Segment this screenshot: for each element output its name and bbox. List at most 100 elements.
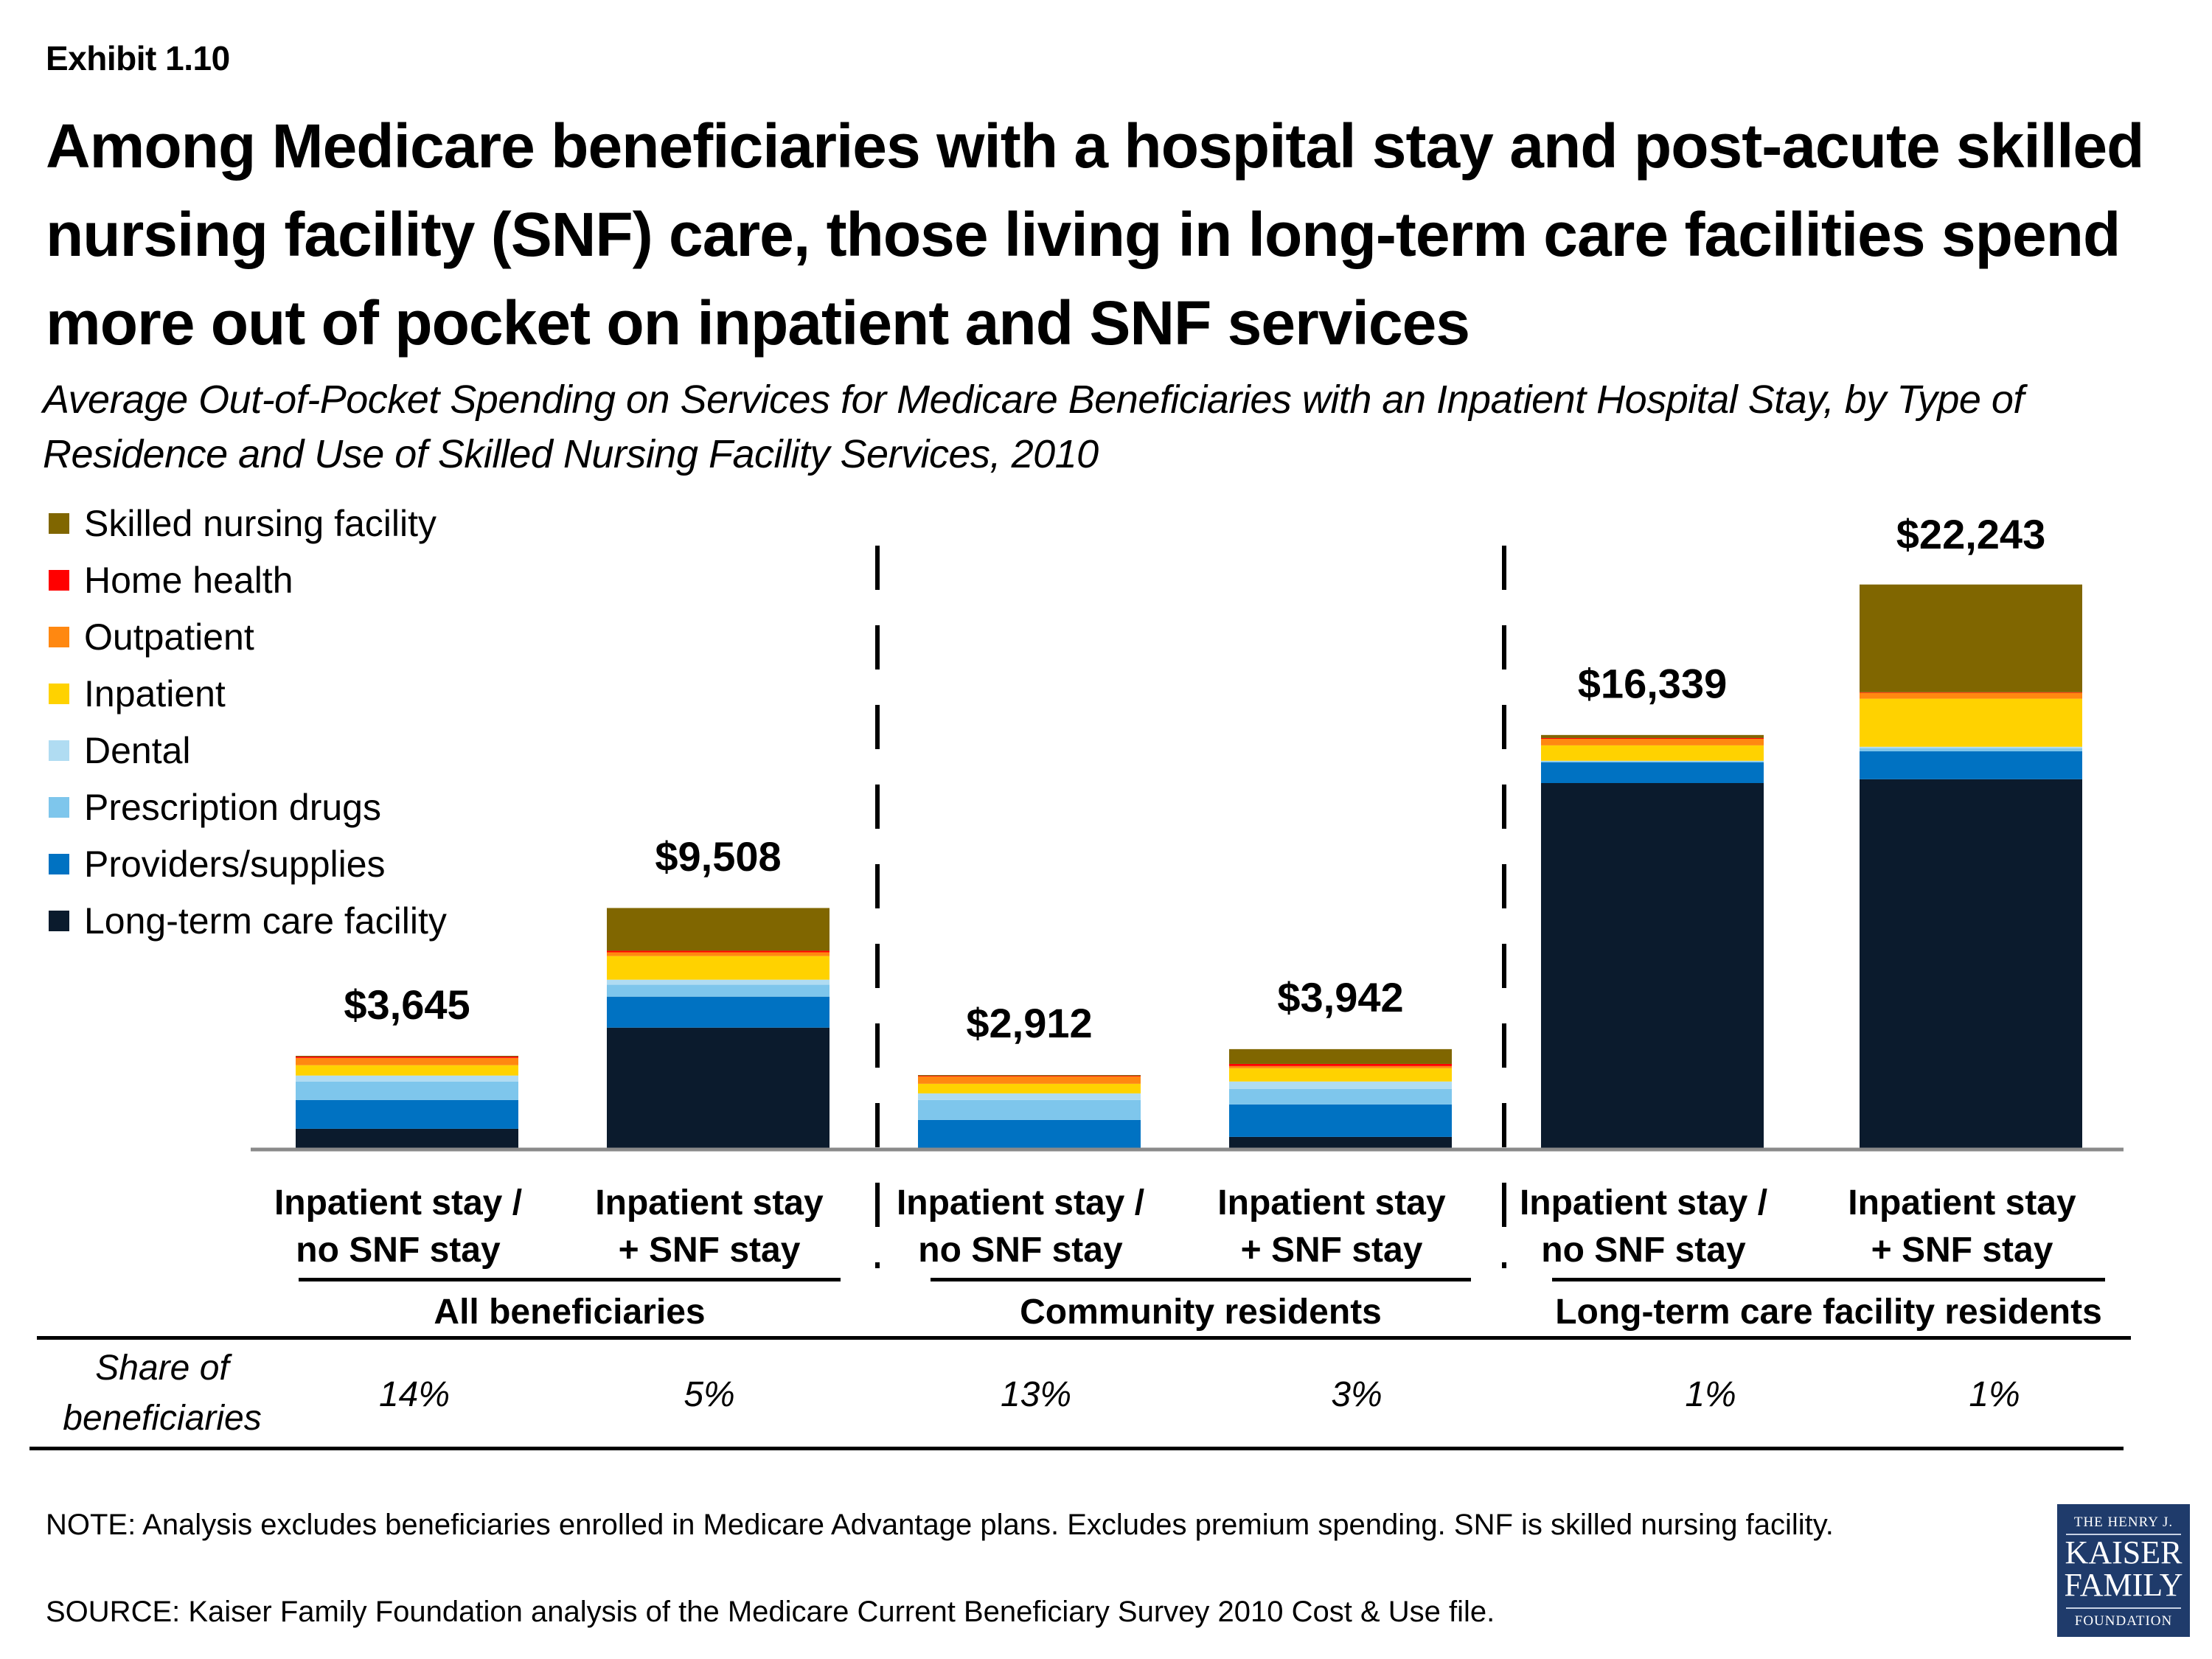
category-label-line: + SNF stay [618,1231,801,1270]
bar-segment-home-health [296,1056,518,1058]
bar-segment-inpatient [607,956,830,980]
bar-segment-prescription-drugs [296,1081,518,1100]
bar-segment-outpatient [918,1076,1141,1084]
bar-segment-inpatient [1541,745,1764,761]
category-label-line: no SNF stay [918,1231,1123,1270]
share-value: 1% [1969,1375,2020,1414]
kff-logo: THE HENRY J. KAISER FAMILY FOUNDATION [2057,1504,2190,1637]
bar-stack [1541,734,1764,1148]
share-value: 5% [684,1375,735,1414]
logo-rule-bottom [2066,1607,2181,1609]
bar-segment-providers-supplies [918,1119,1141,1148]
category-label: Inpatient stay / no SNF stay [866,1180,1175,1274]
share-value: 1% [1685,1375,1736,1414]
bar-segment-providers-supplies [1860,751,2082,779]
bar-segment-long-term-care-facility [1229,1136,1452,1148]
legend-swatch [49,911,69,931]
bar-stack [607,908,830,1148]
bar-segment-home-health [1860,692,2082,693]
category-label-line: no SNF stay [296,1231,501,1270]
bar-segment-outpatient [1860,692,2082,699]
category-label-line: Inpatient stay [1217,1183,1446,1222]
group-label: All beneficiaries [434,1293,706,1332]
legend-swatch [49,740,69,761]
legend-swatch [49,684,69,704]
bar-segment-long-term-care-facility [1860,779,2082,1148]
bar-segment-dental [918,1093,1141,1100]
bar-segment-dental [1860,746,2082,748]
bar-segment-inpatient [296,1065,518,1076]
category-label-line: Inpatient stay / [1519,1183,1768,1222]
bar-segment-outpatient [296,1057,518,1065]
bar-segment-inpatient [918,1083,1141,1093]
legend-label: Home health [84,560,293,601]
category-label: Inpatient stay + SNF stay [554,1180,864,1274]
legend-label: Long-term care facility [84,900,447,942]
legend-label: Prescription drugs [84,787,381,828]
category-label-line: Inpatient stay / [274,1183,523,1222]
bar-segment-skilled-nursing-facility [296,1055,518,1057]
bar-segment-prescription-drugs [607,984,830,997]
bar-total-label: $16,339 [1578,661,1727,707]
bar-segment-prescription-drugs [918,1099,1141,1120]
group-label: Long-term care facility residents [1555,1293,2102,1332]
bar-segment-providers-supplies [296,1099,518,1129]
note-text: NOTE: Analysis excludes beneficiaries en… [46,1509,1834,1541]
group-underline [931,1278,1471,1281]
bar-segment-skilled-nursing-facility [1860,584,2082,692]
bar-total-label: $2,912 [966,1000,1092,1046]
share-label-line-2: beneficiaries [63,1399,262,1438]
chart-title: Among Medicare beneficiaries with a hosp… [46,111,2144,358]
legend-label: Skilled nursing facility [84,503,437,544]
share-value: 13% [1000,1375,1072,1414]
exhibit-label: Exhibit 1.10 [46,39,230,77]
legend-swatch [49,854,69,874]
share-value: 14% [378,1375,451,1414]
legend-label: Outpatient [84,616,254,658]
bar-segment-home-health [1541,737,1764,739]
bar-segment-outpatient [1229,1065,1452,1068]
category-label: Inpatient stay / no SNF stay [1489,1180,1798,1274]
logo-line-3: FAMILY [2064,1567,2183,1603]
bar-segment-prescription-drugs [1860,748,2082,751]
table-top-rule [37,1336,2131,1340]
bar-segment-skilled-nursing-facility [1541,734,1764,738]
legend-swatch [49,513,69,534]
group-label: Community residents [1020,1293,1382,1332]
legend-label: Inpatient [84,673,226,714]
category-label: Inpatient stay + SNF stay [1807,1180,2117,1274]
legend-swatch [49,627,69,647]
logo-line-1: THE HENRY J. [2073,1514,2174,1530]
bar-segment-dental [1541,760,1764,762]
chart-subtitle: Average Out-of-Pocket Spending on Servic… [43,378,2024,476]
logo-line-4: FOUNDATION [2074,1613,2173,1629]
bar-segment-dental [607,979,830,985]
bar-segment-long-term-care-facility [1541,783,1764,1148]
legend-label: Dental [84,730,191,771]
logo-rule-top [2066,1534,2181,1535]
category-label: Inpatient stay / no SNF stay [243,1180,553,1274]
bars-layer [296,584,2082,1148]
bar-segment-dental [1229,1081,1452,1089]
bar-stack [918,1075,1141,1148]
bar-segment-dental [296,1075,518,1082]
bar-segment-long-term-care-facility [296,1128,518,1148]
bar-segment-outpatient [607,952,830,956]
group-underline [299,1278,841,1281]
bar-segment-home-health [1229,1063,1452,1066]
bar-segment-providers-supplies [1229,1104,1452,1137]
share-of-beneficiaries-label: Share of beneficiaries [29,1343,295,1444]
bar-segment-inpatient [1229,1068,1452,1082]
bar-segment-home-health [607,950,830,953]
bar-segment-providers-supplies [1541,762,1764,784]
bar-segment-skilled-nursing-facility [1229,1048,1452,1064]
category-label: Inpatient stay + SNF stay [1177,1180,1486,1274]
bar-segment-skilled-nursing-facility [607,908,830,951]
bar-segment-providers-supplies [607,996,830,1028]
bar-stack [1229,1048,1452,1148]
bar-segment-long-term-care-facility [607,1027,830,1148]
bar-total-label: $3,942 [1277,974,1403,1020]
bar-segment-prescription-drugs [1229,1088,1452,1105]
category-label-line: Inpatient stay [1848,1183,2076,1222]
legend-label: Providers/supplies [84,844,386,885]
